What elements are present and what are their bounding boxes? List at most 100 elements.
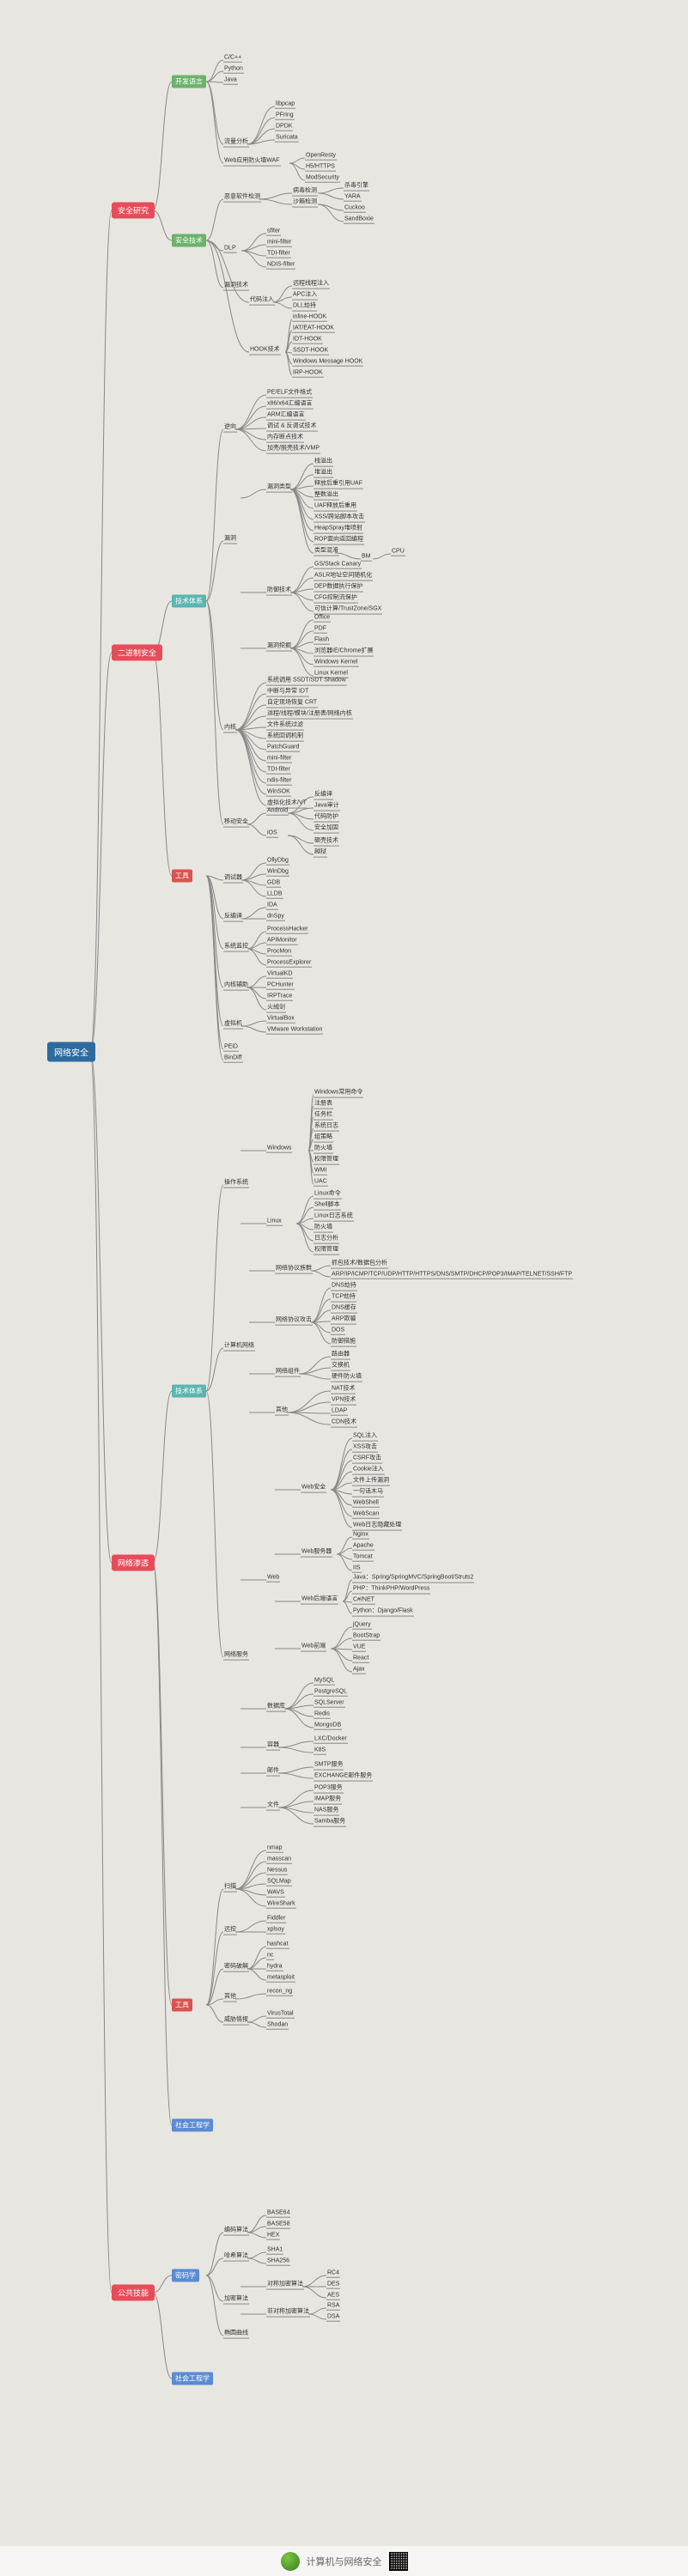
leaf-10-0-0: PE/ELF文件格式: [266, 388, 313, 398]
leaf-33-0-0: NAT技术: [331, 1384, 356, 1394]
leaf-4-0: 杀毒引擎: [344, 181, 369, 191]
leaf-14-0-1: ASLR地址空间随机化: [314, 571, 373, 581]
leaf-36-0-6: WebShell: [352, 1500, 380, 1508]
leaf-21-0: 反编译: [223, 912, 243, 922]
leaf-42-0-0: SMTP服务: [314, 1760, 344, 1771]
leaf-37-0-1: Apache: [352, 1543, 374, 1551]
leaf-12-0-3: 整数溢出: [314, 490, 339, 501]
leaf-50-0-1: SHA256: [266, 2258, 290, 2266]
leaf-39-0-0: jQuery: [352, 1622, 372, 1630]
leaf-9-0-0: inline-HOOK: [292, 314, 327, 322]
leaf-31-0-0: DNS劫持: [331, 1281, 357, 1291]
leaf-38-0-0: Java：Spring/SpringMVC/SpringBoot/Struts2: [352, 1573, 474, 1583]
leaf-49-0-2: HEX: [266, 2233, 280, 2240]
branch-sr: 安全研究: [112, 203, 155, 219]
leaf-39-0: Web前端: [301, 1642, 326, 1652]
leaf-10-0-2: ARM汇编语言: [266, 410, 306, 421]
leaf-33-0-1: VPN技术: [331, 1395, 356, 1406]
leaf-28-0-1: Shell脚本: [314, 1200, 341, 1211]
leaf-8-0-2: DLL劫持: [292, 301, 317, 312]
leaf-27-0-1: 注册表: [314, 1099, 333, 1109]
leaf-27-0-6: 权限管理: [314, 1155, 339, 1165]
leaf-30-0-1: ARP/IP/ICMP/TCP/UDP/HTTP/HTTPS/DNS/SMTP/…: [331, 1272, 573, 1279]
leaf-47-0-0: recon_ng: [266, 1989, 293, 1996]
leaf-2-0-1: H5/HTTPS: [305, 164, 336, 172]
leaf-31-0-3: ARP欺骗: [331, 1315, 356, 1325]
leaf-23-0-0: VirtualKD: [266, 971, 293, 979]
leaf-45-0-0: Fiddler: [266, 1916, 286, 1923]
leaf-14-0-2: DEP数据执行保护: [314, 582, 363, 592]
leaf-3-0: 恶意软件检测: [223, 192, 261, 203]
leaf-20-0-2: GDB: [266, 880, 281, 888]
leaf-17-0-1: iOS: [266, 830, 278, 838]
leaf-22-0-1: APIMonitor: [266, 938, 298, 945]
leaf-23-0: 内核辅助: [223, 981, 249, 991]
leaf-27-0-8: UAC: [314, 1179, 328, 1187]
leaf-41-0-1: K8S: [314, 1747, 326, 1755]
leaf-54-0: 椭圆曲线: [223, 2329, 249, 2339]
leaf-47-0: 其他: [223, 1992, 237, 2002]
leaf-40-0-2: SQLServer: [314, 1700, 345, 1708]
leaf-9-0-1: IAT/EAT-HOOK: [292, 325, 335, 333]
leaf-27-0-4: 组策略: [314, 1133, 333, 1143]
leaf-33-0-2: LDAP: [331, 1408, 348, 1416]
leaf-15-0: 漏洞挖掘: [266, 641, 292, 652]
leaf-37-0-2: Tomcat: [352, 1554, 374, 1562]
leaf-46-0-2: hydra: [266, 1964, 283, 1971]
leaf-45-0: 远控: [223, 1925, 237, 1935]
leaf-4-1: YARA: [344, 194, 362, 202]
leaf-48-0: 威胁情报: [223, 2015, 249, 2026]
leaf-12-0: 漏洞类型: [266, 483, 292, 493]
leaf-41-0: 容器: [266, 1741, 280, 1751]
leaf-36-0-3: Cookie注入: [352, 1465, 385, 1475]
leaf-6-0: DLP: [223, 246, 237, 253]
leaf-14-0-0: GS/Stack Canary: [314, 562, 362, 569]
leaf-36-0-0: SQL注入: [352, 1431, 378, 1442]
leaf-48-0-0: VirusTotal: [266, 2011, 295, 2019]
leaf-28-0-3: 防火墙: [314, 1223, 333, 1233]
leaf-16-0-1: 中断与异常 IDT: [266, 687, 309, 697]
leaf-28-0-5: 权限管理: [314, 1245, 339, 1255]
leaf-18-2: 代码防护: [314, 812, 339, 823]
leaf-33-0-3: CDN技术: [331, 1418, 357, 1428]
leaf-0-2: Java: [223, 77, 238, 85]
leaf-46-0: 密码破解: [223, 1962, 249, 1972]
leaf-15-0-1: PDF: [314, 626, 327, 634]
leaf-38-0-3: Python：Django/Flask: [352, 1607, 414, 1617]
leaf-8-0-0: 远程线程注入: [292, 279, 330, 289]
leaf-44-0-0: nmap: [266, 1845, 283, 1853]
leaf-12-0-2: 释放后重引用UAF: [314, 479, 363, 489]
leaf-11-0: 漏洞: [223, 534, 237, 544]
leaf-41-0-0: LXC/Docker: [314, 1736, 348, 1744]
leaf-39-0-2: VUE: [352, 1644, 366, 1652]
leaf-16-0-6: PatchGuard: [266, 744, 300, 752]
leaf-28-0-4: 日志分析: [314, 1234, 339, 1244]
leaf-52-0-1: DES: [326, 2281, 340, 2289]
leaf-28-0: Linux: [266, 1218, 283, 1226]
leaf-39-0-1: BootStrap: [352, 1633, 381, 1641]
leaf-5-0: Cuckoo: [344, 205, 366, 213]
leaf-15-0-2: Flash: [314, 637, 330, 645]
leaf-31-0-4: DOS: [331, 1327, 345, 1335]
leaf-16-0-5: 系统回调机制: [266, 732, 304, 742]
leaf-3-0-1: 沙箱检测: [292, 197, 318, 208]
footer-logo-icon: [281, 2552, 300, 2571]
leaf-26-0: 操作系统: [223, 1178, 249, 1188]
leaf-6-0-1: mini-filter: [266, 240, 292, 247]
leaf-50-0-0: SHA1: [266, 2247, 283, 2255]
leaf-38-0-2: C#/NET: [352, 1597, 375, 1605]
leaf-6-0-2: TDI-filter: [266, 251, 291, 258]
leaf-10-0-1: x86/x64汇编语言: [266, 399, 314, 410]
leaf-36-0-8: Web日志隐藏处理: [352, 1521, 402, 1531]
leaf-10-0-5: 加壳/脱壳技术/VMP: [266, 444, 320, 454]
leaf-2-0-2: ModSecurity: [305, 175, 340, 183]
leaf-22-0-0: ProcessHacker: [266, 927, 308, 934]
leaf-44-0-5: WireShark: [266, 1901, 296, 1909]
leaf-25-0: PEiD: [223, 1044, 239, 1052]
leaf-2-0-0: OpenResty: [305, 153, 337, 161]
leaf-52-0-2: AES: [326, 2293, 340, 2300]
footer-qr-icon: [389, 2552, 408, 2571]
leaf-27-0-3: 系统日志: [314, 1121, 339, 1132]
leaf-39-0-3: React: [352, 1656, 369, 1663]
leaf-43-0-0: POP3服务: [314, 1783, 344, 1794]
